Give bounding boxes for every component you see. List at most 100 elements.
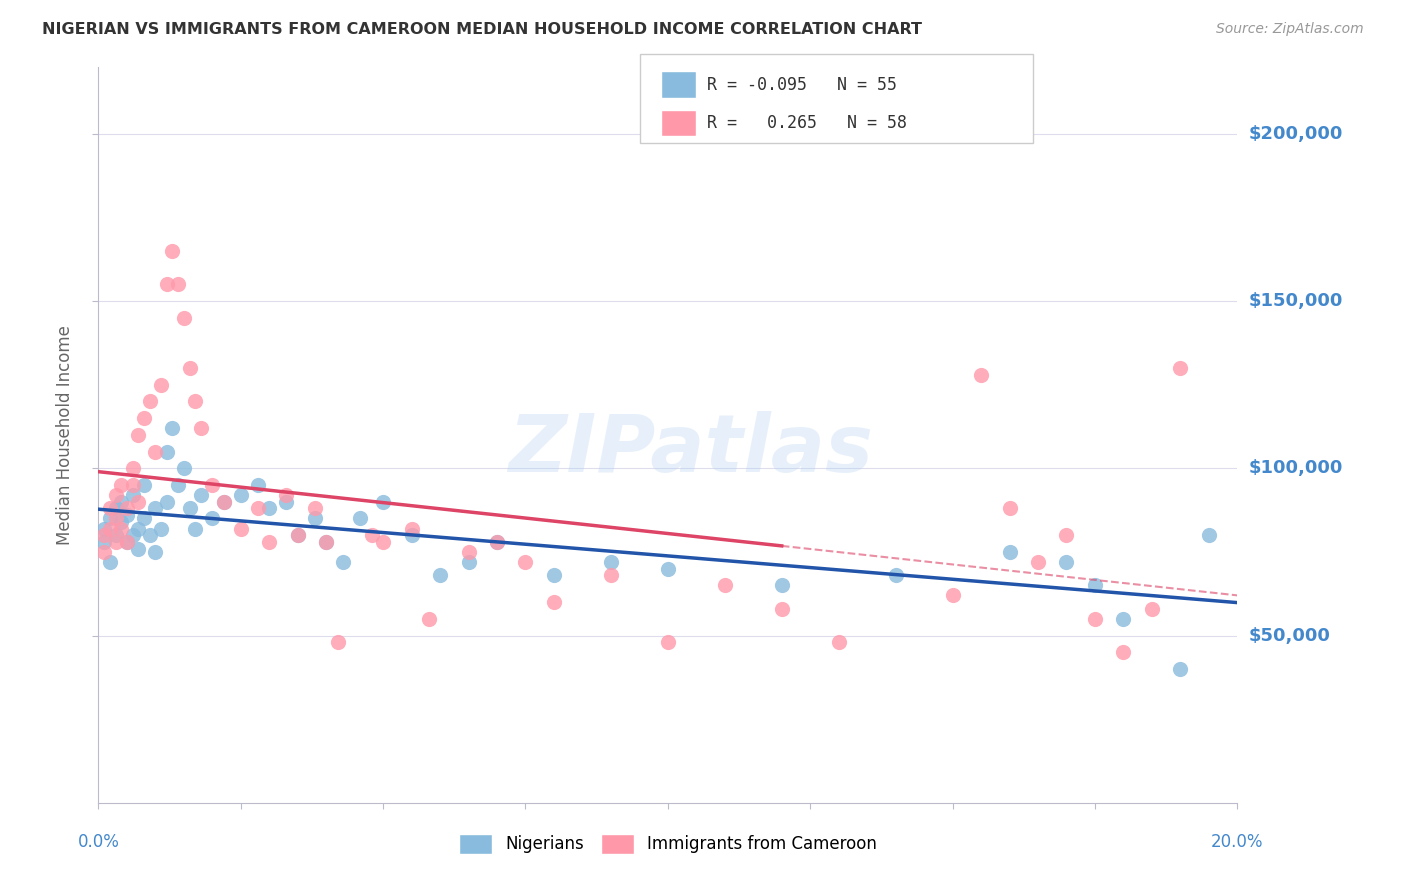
Point bbox=[145, 501, 167, 516]
Legend: Nigerians, Immigrants from Cameroon: Nigerians, Immigrants from Cameroon bbox=[451, 827, 884, 861]
Point bbox=[401, 521, 423, 535]
Point bbox=[942, 589, 965, 603]
Point bbox=[229, 488, 252, 502]
Point bbox=[104, 528, 127, 542]
Point bbox=[156, 494, 179, 508]
Point bbox=[287, 528, 309, 542]
Point bbox=[150, 521, 173, 535]
Point bbox=[179, 501, 201, 516]
Point bbox=[714, 578, 737, 592]
Point bbox=[1198, 528, 1220, 542]
Point bbox=[110, 478, 132, 492]
Point bbox=[132, 478, 155, 492]
Point bbox=[138, 528, 160, 542]
Point bbox=[326, 635, 349, 649]
Point bbox=[884, 568, 907, 582]
Point bbox=[167, 277, 190, 292]
Point bbox=[179, 361, 201, 376]
Point bbox=[93, 521, 115, 535]
Point bbox=[98, 555, 121, 569]
Point bbox=[93, 545, 115, 559]
Point bbox=[315, 534, 337, 549]
Point bbox=[201, 511, 224, 525]
Point bbox=[998, 545, 1021, 559]
Point bbox=[457, 555, 479, 569]
Text: 20.0%: 20.0% bbox=[1211, 833, 1264, 851]
Point bbox=[1170, 361, 1192, 376]
Text: 0.0%: 0.0% bbox=[77, 833, 120, 851]
Point bbox=[127, 521, 149, 535]
Point bbox=[246, 478, 269, 492]
Point bbox=[515, 555, 537, 569]
Point bbox=[276, 488, 298, 502]
Point bbox=[190, 421, 212, 435]
Point bbox=[1112, 645, 1135, 659]
Point bbox=[657, 562, 679, 576]
Point bbox=[98, 501, 121, 516]
Point bbox=[104, 501, 127, 516]
Point bbox=[212, 494, 235, 508]
Point bbox=[104, 511, 127, 525]
Point bbox=[1026, 555, 1049, 569]
Point bbox=[110, 521, 132, 535]
Text: Source: ZipAtlas.com: Source: ZipAtlas.com bbox=[1216, 22, 1364, 37]
Point bbox=[401, 528, 423, 542]
Point bbox=[1056, 555, 1078, 569]
Point bbox=[1084, 612, 1107, 626]
Point bbox=[162, 244, 184, 258]
Point bbox=[115, 508, 138, 523]
Point bbox=[486, 534, 509, 549]
Point bbox=[156, 277, 179, 292]
Point bbox=[98, 511, 121, 525]
Point bbox=[132, 411, 155, 425]
Point bbox=[229, 521, 252, 535]
Point bbox=[543, 595, 565, 609]
Point bbox=[1056, 528, 1078, 542]
Point bbox=[127, 541, 149, 556]
Point bbox=[173, 310, 195, 325]
Point bbox=[110, 494, 132, 508]
Point bbox=[93, 528, 115, 542]
Point bbox=[173, 461, 195, 475]
Point bbox=[287, 528, 309, 542]
Text: $150,000: $150,000 bbox=[1249, 292, 1343, 310]
Point bbox=[418, 612, 440, 626]
Text: $100,000: $100,000 bbox=[1249, 459, 1343, 477]
Point bbox=[770, 602, 793, 616]
Point bbox=[998, 501, 1021, 516]
Point bbox=[110, 515, 132, 529]
Point bbox=[167, 478, 190, 492]
Point bbox=[104, 534, 127, 549]
Point bbox=[104, 488, 127, 502]
Text: ZIPatlas: ZIPatlas bbox=[508, 410, 873, 489]
Point bbox=[360, 528, 382, 542]
Point bbox=[770, 578, 793, 592]
Point bbox=[373, 534, 395, 549]
Point bbox=[121, 461, 143, 475]
Point bbox=[246, 501, 269, 516]
Point bbox=[127, 494, 149, 508]
Point bbox=[1140, 602, 1163, 616]
Point bbox=[457, 545, 479, 559]
Point bbox=[121, 488, 143, 502]
Point bbox=[190, 488, 212, 502]
Point bbox=[486, 534, 509, 549]
Point bbox=[600, 568, 623, 582]
Point bbox=[828, 635, 851, 649]
Point bbox=[162, 421, 184, 435]
Point bbox=[98, 521, 121, 535]
Point bbox=[93, 534, 115, 549]
Point bbox=[1112, 612, 1135, 626]
Point bbox=[150, 377, 173, 392]
Point bbox=[657, 635, 679, 649]
Text: $200,000: $200,000 bbox=[1249, 125, 1343, 143]
Point bbox=[201, 478, 224, 492]
Point bbox=[315, 534, 337, 549]
Point bbox=[115, 501, 138, 516]
Text: NIGERIAN VS IMMIGRANTS FROM CAMEROON MEDIAN HOUSEHOLD INCOME CORRELATION CHART: NIGERIAN VS IMMIGRANTS FROM CAMEROON MED… bbox=[42, 22, 922, 37]
Point bbox=[115, 534, 138, 549]
Point bbox=[373, 494, 395, 508]
Point bbox=[259, 501, 281, 516]
Point bbox=[115, 534, 138, 549]
Point bbox=[145, 545, 167, 559]
